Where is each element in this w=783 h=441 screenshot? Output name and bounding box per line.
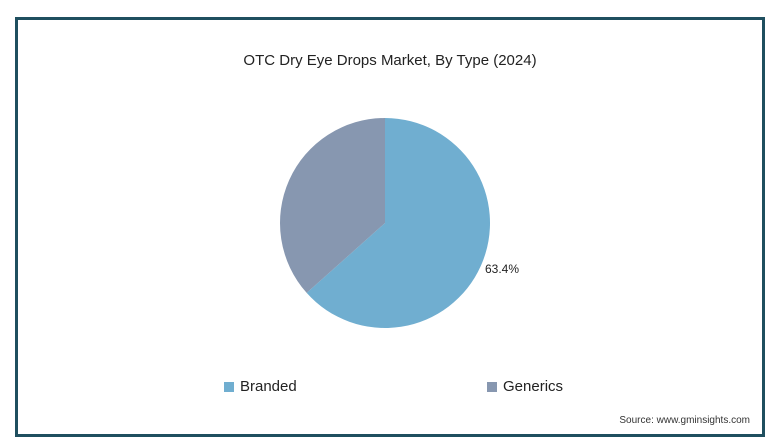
pie-chart: 63.4% bbox=[280, 118, 519, 328]
legend-label-generics: Generics bbox=[503, 378, 564, 395]
pie-slice-branded bbox=[306, 118, 491, 328]
legend-label-branded: Branded bbox=[240, 378, 297, 395]
pie-slices bbox=[280, 118, 491, 328]
slice-label-branded: 63.4% bbox=[485, 262, 519, 276]
chart-frame: OTC Dry Eye Drops Market, By Type (2024)… bbox=[15, 17, 765, 437]
legend-swatch-branded bbox=[224, 381, 234, 392]
legend-item-branded: Branded bbox=[224, 378, 297, 395]
chart-title: OTC Dry Eye Drops Market, By Type (2024) bbox=[243, 52, 537, 69]
legend-item-generics: Generics bbox=[487, 378, 563, 395]
legend: Branded Generics bbox=[18, 378, 762, 398]
pie-slice-generics bbox=[280, 118, 385, 293]
legend-swatch-generics bbox=[487, 381, 497, 392]
source-note: Source: www.gminsights.com bbox=[619, 415, 750, 426]
